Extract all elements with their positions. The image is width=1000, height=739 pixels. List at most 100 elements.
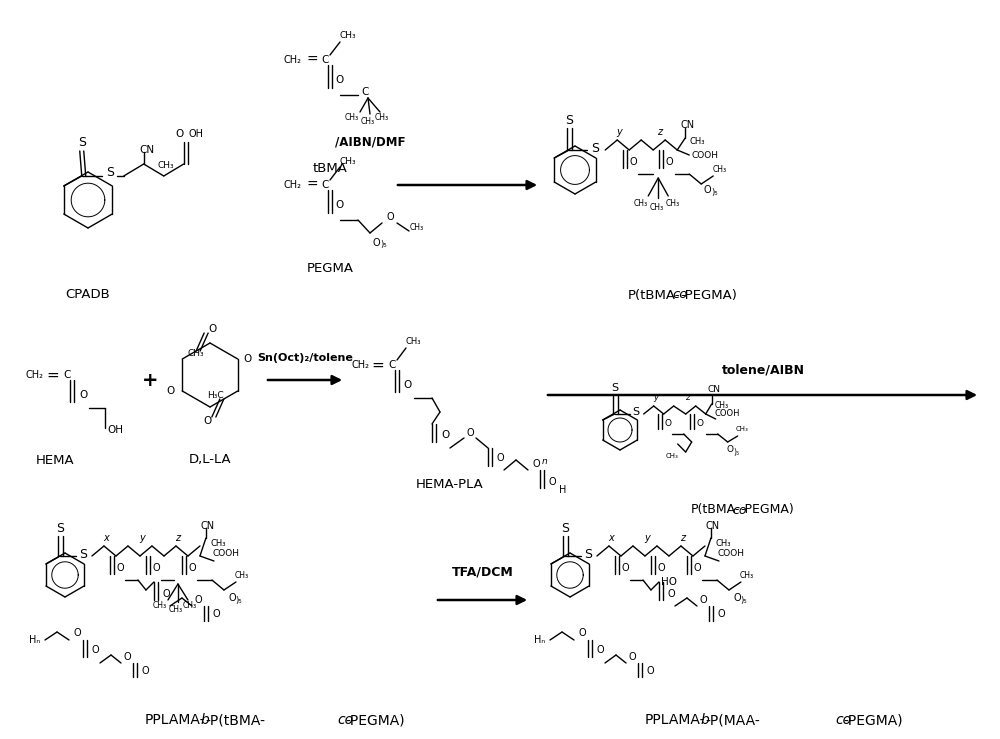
Text: CH₃: CH₃ — [153, 602, 167, 610]
Text: y: y — [139, 533, 145, 543]
Text: CH₃: CH₃ — [361, 118, 375, 126]
Text: S: S — [565, 114, 573, 126]
Text: +: + — [142, 370, 158, 389]
Text: HEMA: HEMA — [36, 454, 74, 466]
Text: CH₃: CH₃ — [633, 200, 647, 208]
Text: O: O — [194, 595, 202, 605]
Text: O: O — [646, 666, 654, 676]
Text: O: O — [667, 589, 675, 599]
Text: y: y — [616, 127, 622, 137]
Text: O: O — [188, 563, 196, 573]
Text: co: co — [835, 713, 851, 727]
Text: CN: CN — [139, 145, 154, 155]
Text: HEMA-PLA: HEMA-PLA — [416, 478, 484, 491]
Text: O: O — [442, 430, 450, 440]
Text: HO: HO — [661, 577, 677, 587]
Text: -PEGMA): -PEGMA) — [680, 288, 737, 302]
Text: CH₃: CH₃ — [740, 571, 754, 581]
Text: TFA/DCM: TFA/DCM — [452, 565, 514, 579]
Text: C: C — [361, 87, 369, 97]
Text: O: O — [123, 652, 131, 662]
Text: O: O — [621, 563, 629, 573]
Text: CH₃: CH₃ — [169, 605, 183, 615]
Text: CH₃: CH₃ — [735, 426, 748, 432]
Text: S: S — [591, 141, 599, 154]
Text: CH₃: CH₃ — [235, 571, 249, 581]
Text: b: b — [201, 713, 209, 727]
Text: O: O — [91, 645, 99, 655]
Text: COOH: COOH — [717, 550, 744, 559]
Text: O: O — [548, 477, 556, 487]
Text: O: O — [404, 380, 412, 390]
Text: O: O — [152, 563, 160, 573]
Text: COOH: COOH — [212, 550, 239, 559]
Text: O: O — [336, 200, 344, 210]
Text: COOH: COOH — [715, 409, 740, 418]
Text: C: C — [321, 55, 329, 65]
Text: )₅: )₅ — [734, 448, 740, 457]
Text: co: co — [337, 713, 353, 727]
Text: CH₃: CH₃ — [188, 350, 205, 358]
Text: S: S — [79, 548, 87, 560]
Text: O: O — [496, 453, 504, 463]
Text: PPLAMA-: PPLAMA- — [144, 713, 205, 727]
Text: P(tBMA-: P(tBMA- — [691, 503, 740, 517]
Text: CH₃: CH₃ — [340, 157, 356, 166]
Text: C: C — [388, 360, 396, 370]
Text: -P(MAA-: -P(MAA- — [705, 713, 760, 727]
Text: COOH: COOH — [692, 151, 719, 160]
Text: O: O — [696, 420, 703, 429]
Text: Hₙ: Hₙ — [29, 635, 41, 645]
Text: =: = — [47, 367, 59, 383]
Text: O: O — [228, 593, 236, 603]
Text: b: b — [701, 713, 709, 727]
Text: CH₃: CH₃ — [210, 539, 226, 548]
Text: co: co — [733, 503, 747, 517]
Text: z: z — [175, 533, 181, 543]
Text: -PEGMA): -PEGMA) — [843, 713, 903, 727]
Text: H: H — [559, 485, 567, 495]
Text: CH₃: CH₃ — [689, 137, 705, 146]
Text: CH₃: CH₃ — [715, 539, 731, 548]
Text: CH₃: CH₃ — [157, 162, 174, 171]
Text: S: S — [106, 166, 114, 180]
Text: O: O — [532, 459, 540, 469]
Text: )₅: )₅ — [236, 596, 242, 605]
Text: y: y — [653, 393, 658, 403]
Text: -PEGMA): -PEGMA) — [740, 503, 794, 517]
Text: CH₃: CH₃ — [183, 602, 197, 610]
Text: z: z — [680, 533, 686, 543]
Text: CH₂: CH₂ — [351, 360, 369, 370]
Text: CH₂: CH₂ — [283, 180, 301, 190]
Text: CH₃: CH₃ — [345, 114, 359, 123]
Text: O: O — [733, 593, 741, 603]
Text: O: O — [664, 420, 671, 429]
Text: CH₃: CH₃ — [715, 401, 729, 410]
Text: CH₃: CH₃ — [649, 203, 663, 213]
Text: CH₃: CH₃ — [340, 32, 356, 41]
Text: O: O — [208, 324, 216, 334]
Text: O: O — [386, 212, 394, 222]
Text: O: O — [73, 628, 81, 638]
Text: S: S — [632, 407, 639, 417]
Text: O: O — [628, 652, 636, 662]
Text: tBMA: tBMA — [313, 162, 347, 174]
Text: CN: CN — [706, 521, 720, 531]
Text: O: O — [244, 354, 252, 364]
Text: O: O — [466, 428, 474, 438]
Text: S: S — [611, 383, 618, 393]
Text: O: O — [176, 129, 184, 139]
Text: z: z — [685, 393, 690, 403]
Text: O: O — [372, 238, 380, 248]
Text: n: n — [542, 457, 548, 466]
Text: CH₂: CH₂ — [283, 55, 301, 65]
Text: CH₃: CH₃ — [665, 200, 679, 208]
Text: S: S — [561, 522, 569, 534]
Text: tolene/AIBN: tolene/AIBN — [722, 364, 804, 376]
Text: CN: CN — [680, 120, 694, 130]
Text: O: O — [162, 589, 170, 599]
Text: S: S — [584, 548, 592, 560]
Text: /AIBN/DMF: /AIBN/DMF — [335, 135, 405, 149]
Text: CN: CN — [707, 386, 720, 395]
Text: O: O — [578, 628, 586, 638]
